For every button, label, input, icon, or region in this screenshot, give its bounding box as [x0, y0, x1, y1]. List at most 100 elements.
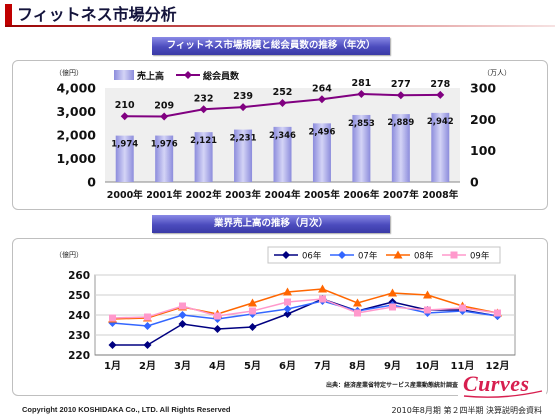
- y-left-tick-label: 0: [87, 175, 96, 190]
- x-tick-label: 2002年: [186, 189, 222, 201]
- sales-bar-value-label: 2,853: [348, 119, 375, 129]
- annual-chart-heading: フィットネス市場規模と総会員数の推移（年次）: [152, 37, 390, 55]
- members-point: [357, 89, 366, 98]
- legend-label: 08年: [414, 251, 434, 262]
- series-point: [213, 325, 222, 333]
- series-point: [283, 305, 292, 313]
- sales-bar-value-label: 1,976: [151, 140, 178, 150]
- x-tick-label: 3月: [174, 360, 191, 372]
- x-tick-label: 5月: [244, 360, 261, 372]
- y-left-tick-label: 2,000: [56, 128, 96, 143]
- sales-bar: [234, 129, 253, 182]
- y-left-tick-label: 4,000: [56, 81, 96, 96]
- members-value-label: 252: [273, 87, 293, 98]
- logo-wordmark: Curves: [463, 371, 530, 396]
- series-line: [112, 298, 498, 319]
- legend-marker-members: [184, 71, 192, 79]
- members-point: [436, 90, 445, 99]
- x-tick-label: 2005年: [304, 189, 340, 201]
- series-point: [319, 295, 326, 303]
- series-point: [214, 312, 221, 320]
- sales-bar: [431, 112, 450, 182]
- series-point: [144, 313, 151, 321]
- document-label: 2010年8月期 第２四半期 決算説明会資料: [391, 406, 542, 415]
- series-point: [249, 307, 256, 315]
- series-group: [109, 295, 501, 322]
- title-underline: [5, 25, 555, 27]
- members-value-label: 278: [430, 79, 450, 90]
- monthly-chart-heading: 業界売上高の推移（月次）: [152, 215, 390, 233]
- sales-bar: [194, 132, 213, 182]
- x-tick-label: 10月: [416, 360, 440, 372]
- legend-label: 07年: [358, 251, 378, 262]
- series-point: [424, 306, 431, 314]
- sales-bar: [391, 114, 410, 182]
- legend-label: 09年: [470, 251, 490, 262]
- members-value-label: 209: [154, 101, 174, 112]
- members-value-label: 210: [115, 100, 135, 111]
- series-line: [112, 300, 498, 327]
- series-point: [283, 287, 292, 296]
- members-point: [317, 95, 326, 104]
- x-tick-label: 11月: [451, 360, 475, 372]
- series-line: [112, 288, 498, 320]
- x-tick-label: 8月: [349, 360, 366, 372]
- y-tick-label: 220: [68, 350, 90, 362]
- legend-box: [267, 246, 501, 264]
- x-tick-label: 6月: [279, 360, 296, 372]
- monthly-industry-sales-chart: （億円） 220 230 240 250 260 1月 2月 3月 4月 5月 6月 7月 8月 9月 10月…: [55, 246, 516, 372]
- sales-bar-value-label: 2,889: [387, 118, 414, 128]
- members-point: [160, 112, 169, 121]
- members-value-label: 277: [391, 79, 411, 90]
- y-left-tick-label: 3,000: [56, 104, 96, 119]
- series-point: [248, 298, 257, 307]
- series-point: [494, 309, 501, 317]
- series-point: [179, 302, 186, 310]
- y-tick-label: 260: [68, 270, 90, 282]
- y-right-unit-label: （万人）: [483, 69, 511, 77]
- y-left-tick-label: 1,000: [56, 151, 96, 166]
- y-right-tick-label: 100: [470, 143, 496, 158]
- series-point: [283, 310, 292, 318]
- sales-bar-value-label: 2,231: [230, 134, 257, 144]
- copyright-notice: Copyright 2010 KOSHIDAKA Co., LTD. All R…: [22, 405, 231, 414]
- sales-bar-value-label: 2,346: [269, 131, 296, 141]
- y-left-unit-label: （億円）: [55, 68, 83, 77]
- series-point: [248, 323, 257, 331]
- title-accent-bar: [5, 4, 12, 25]
- x-tick-label: 2003年: [225, 189, 261, 201]
- source-note: 出典：経済産業省特定サービス産業動態統計調査: [326, 382, 459, 389]
- series-point: [354, 309, 361, 317]
- series-point: [109, 314, 116, 322]
- legend-label: 06年: [302, 251, 322, 262]
- legend-swatch-sales: [114, 70, 134, 80]
- members-point: [199, 105, 208, 114]
- members-value-label: 239: [233, 91, 253, 102]
- x-tick-label: 9月: [384, 360, 401, 372]
- series-point: [178, 320, 187, 328]
- sales-bar-value-label: 2,121: [190, 136, 217, 146]
- y-right-tick-label: 0: [470, 175, 479, 190]
- x-tick-label: 2006年: [343, 189, 379, 201]
- y-tick-label: 250: [68, 290, 90, 302]
- series-point: [388, 288, 397, 297]
- series-point: [459, 304, 466, 312]
- market-size-members-chart: （億円） （万人） 0 1,000 2,000 3,000 4,000 0 100 200 300 2…: [55, 68, 511, 201]
- series-point: [353, 298, 362, 307]
- sales-bar: [115, 135, 134, 182]
- page-title: フィットネス市場分析: [17, 5, 177, 24]
- members-point: [396, 91, 405, 100]
- sales-bar-value-label: 2,496: [308, 127, 335, 137]
- x-tick-label: 2000年: [107, 189, 143, 201]
- sales-bar-value-label: 1,974: [111, 140, 138, 150]
- members-point: [278, 99, 287, 108]
- x-tick-label: 12月: [486, 360, 510, 372]
- series-point: [178, 311, 187, 319]
- members-value-label: 264: [312, 83, 332, 94]
- x-tick-label: 2001年: [146, 189, 182, 201]
- y-unit-label: （億円）: [55, 250, 83, 259]
- members-value-label: 232: [194, 93, 214, 104]
- members-point: [120, 112, 129, 121]
- sales-bar: [155, 135, 174, 182]
- series-point: [143, 341, 152, 349]
